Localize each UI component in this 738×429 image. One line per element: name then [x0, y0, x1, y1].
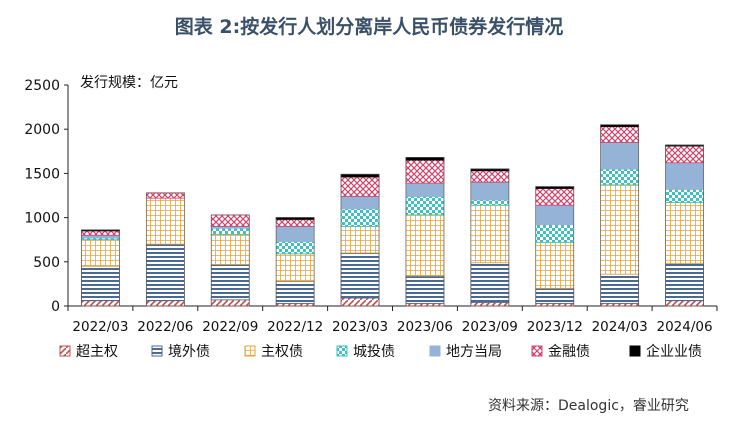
y-tick-label: 1000 [24, 211, 60, 227]
bar-segment-2 [405, 275, 445, 304]
legend-label: 主权债 [261, 344, 303, 360]
bar-outline [600, 124, 639, 307]
legend-swatch [244, 345, 256, 357]
bar-segment-3 [145, 197, 185, 245]
bar-outline [665, 144, 704, 307]
bar-segment-2 [470, 262, 510, 303]
bar-segment-4 [600, 168, 640, 186]
bar-outline [470, 168, 510, 307]
bar-segment-2 [535, 287, 575, 304]
bar-segment-6 [210, 214, 250, 227]
legend-label: 超主权 [76, 344, 118, 360]
bar-segment-2 [81, 265, 120, 302]
bar-segment-5 [340, 195, 380, 210]
bar-segment-3 [340, 226, 380, 254]
y-tick-label: 2000 [24, 122, 60, 138]
x-tick-label: 2022/09 [202, 319, 258, 335]
bar-segment-4 [665, 188, 704, 203]
bar-segment-1 [340, 297, 380, 307]
bar-segment-1 [81, 300, 120, 307]
bar-segment-3 [665, 202, 704, 264]
bar-segment-2 [275, 280, 315, 304]
bar-segment-4 [535, 224, 575, 243]
bar-segment-4 [210, 227, 250, 235]
bar-segment-2 [340, 252, 380, 299]
bar-segment-4 [340, 208, 380, 227]
legend-label: 境外债 [168, 344, 210, 360]
x-tick-label: 2022/03 [72, 319, 128, 335]
bar-segment-5 [275, 226, 315, 242]
bar-segment-2 [210, 264, 250, 301]
bar-segment-6 [340, 176, 380, 197]
bar-segment-4 [470, 199, 510, 206]
bar-segment-1 [665, 300, 704, 307]
bar-outline [275, 217, 315, 307]
legend-swatch [59, 345, 71, 357]
y-tick-label: 0 [51, 299, 60, 315]
x-tick-label: 2024/06 [657, 319, 713, 335]
legend-swatch [429, 345, 441, 357]
bar-segment-5 [535, 204, 575, 226]
bar-segment-4 [405, 195, 445, 216]
bar-outline [210, 214, 250, 307]
bar-segment-3 [600, 184, 640, 275]
bar-segment-5 [470, 181, 510, 201]
legend-swatch [151, 345, 163, 357]
x-tick-label: 2022/06 [137, 319, 193, 335]
bar-segment-3 [405, 214, 445, 277]
bar-segment-5 [665, 162, 704, 190]
bar-segment-5 [405, 182, 445, 197]
bar-segment-1 [145, 300, 185, 307]
y-tick-label: 500 [33, 255, 60, 271]
bar-segment-6 [535, 188, 575, 206]
bar-segment-3 [210, 233, 250, 265]
legend: 超主权 境外债 主权债 城投债 地方当局 金融债 企业业债 [59, 343, 702, 360]
bar-segment-6 [665, 145, 704, 164]
bar-segment-3 [81, 239, 120, 267]
legend-label: 企业业债 [646, 343, 702, 360]
legend-swatch [531, 345, 543, 357]
bar-segment-3 [470, 204, 510, 264]
legend-label: 金融债 [548, 344, 590, 360]
bar-segment-3 [535, 241, 575, 289]
bar-segment-5 [600, 142, 640, 170]
bar-segment-7 [405, 157, 445, 161]
legend-label: 城投债 [353, 344, 395, 360]
bar-segment-2 [665, 263, 704, 302]
bar-outline [405, 157, 445, 307]
y-tick-label: 2500 [24, 78, 60, 94]
bars [81, 124, 704, 307]
x-tick-label: 2022/12 [267, 319, 323, 335]
x-tick-label: 2023/03 [332, 319, 388, 335]
x-tick-label: 2023/09 [462, 319, 518, 335]
bar-segment-1 [210, 299, 250, 307]
bar-segment-6 [405, 159, 445, 184]
bar-segment-7 [340, 173, 380, 178]
x-tick-label: 2023/12 [527, 319, 583, 335]
bar-segment-2 [600, 273, 640, 304]
bar-segment-6 [275, 218, 315, 227]
x-tick-label: 2024/03 [592, 319, 648, 335]
bar-segment-1 [470, 302, 510, 307]
bar-outline [535, 186, 575, 307]
bar-outline [340, 173, 380, 307]
source-note: 资料来源：Dealogic，睿业研究 [488, 398, 689, 414]
bar-segment-6 [81, 230, 120, 236]
legend-swatch [336, 345, 348, 357]
chart-title: 图表 2:按发行人划分离岸人民币债券发行情况 [174, 16, 564, 38]
bar-segment-6 [145, 192, 185, 199]
bar-segment-6 [600, 126, 640, 143]
bar-segment-3 [275, 253, 315, 282]
x-tick-label: 2023/06 [397, 319, 453, 335]
bar-outline [81, 229, 120, 307]
y-tick-label: 1500 [24, 166, 60, 182]
bar-segment-6 [470, 170, 510, 183]
bar-outline [146, 192, 185, 307]
legend-label: 地方当局 [446, 344, 502, 360]
bar-segment-4 [275, 241, 315, 255]
bar-segment-2 [145, 243, 185, 302]
unit-label: 发行规模：亿元 [80, 75, 178, 91]
legend-swatch [629, 345, 641, 357]
